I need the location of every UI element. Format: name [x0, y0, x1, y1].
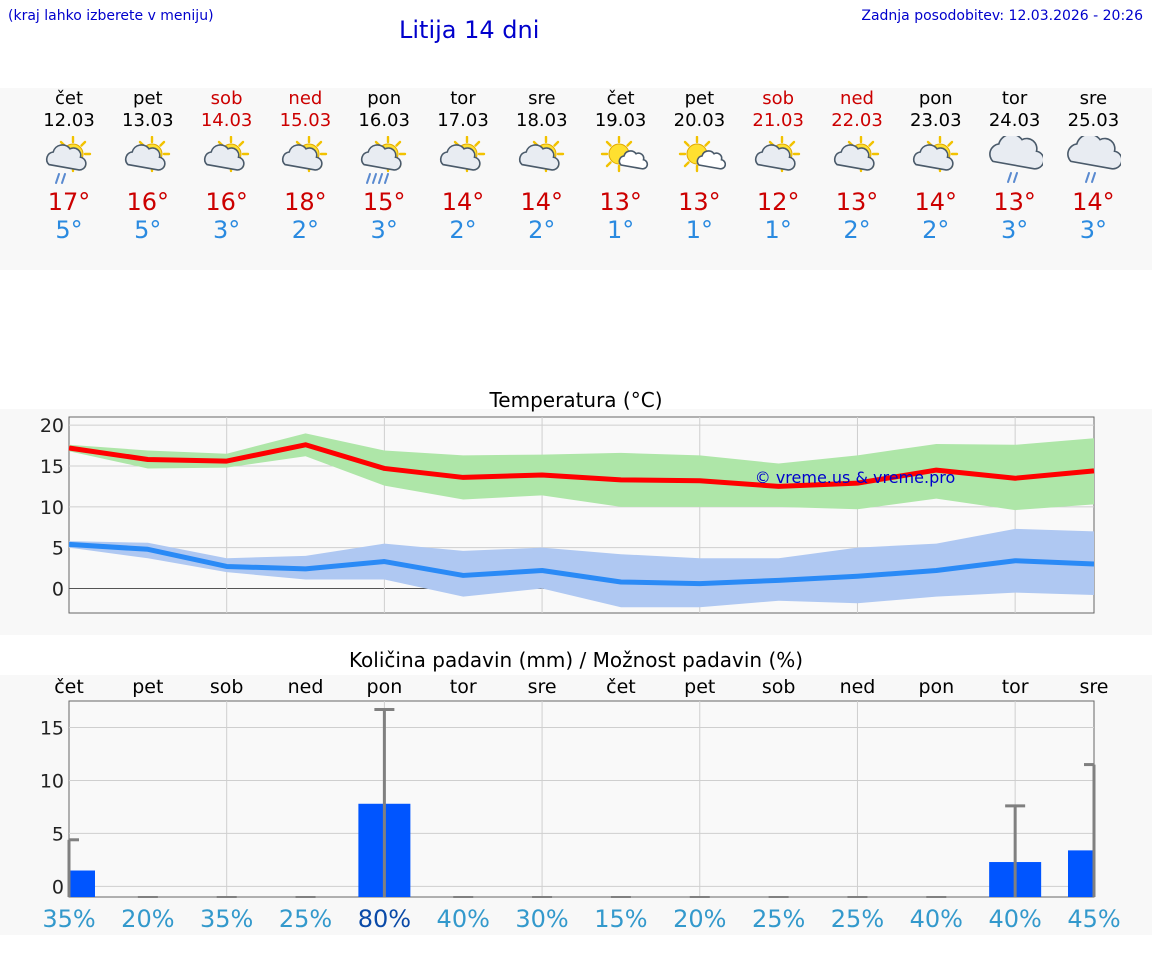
min-temperature: 2° [843, 216, 871, 244]
cloud-rain-icon [988, 136, 1043, 183]
max-temperature: 12° [756, 188, 800, 216]
sun-cloud-icon [912, 136, 958, 173]
day-name: čet [54, 88, 84, 109]
sun-cloud-icon [518, 136, 564, 173]
day-name: sre [1079, 88, 1108, 109]
forecast-band [0, 88, 1152, 270]
page-title: Litija 14 dni [399, 16, 540, 44]
day-name: sob [210, 88, 243, 109]
day-name: pet [133, 88, 163, 109]
cloud-rain-icon [1067, 136, 1122, 183]
day-forecast: tor 17.03 14° 2° [423, 88, 503, 244]
day-forecast: čet 19.03 13° 1° [581, 88, 661, 244]
sun-cloud-icon [439, 136, 486, 173]
day-date: 17.03 [437, 110, 489, 131]
min-temperature: 2° [528, 216, 556, 244]
day-date: 19.03 [594, 110, 647, 131]
min-temperature: 3° [1000, 216, 1029, 244]
min-temperature: 1° [606, 216, 635, 244]
day-name: sre [528, 88, 556, 109]
day-name: pon [918, 88, 953, 109]
max-temperature: 16° [205, 188, 248, 216]
day-forecast: sre 18.03 14° 2° [502, 88, 582, 244]
day-forecast: ned 22.03 13° 2° [817, 88, 897, 244]
day-date: 22.03 [831, 110, 883, 131]
min-temperature: 2° [291, 216, 320, 244]
day-date: 23.03 [910, 110, 962, 131]
min-temperature: 3° [370, 216, 398, 244]
day-forecast: pon 23.03 14° 2° [896, 88, 976, 244]
min-temperature: 5° [55, 216, 83, 244]
max-temperature: 13° [835, 188, 879, 216]
day-date: 13.03 [122, 110, 174, 131]
day-forecast: pet 20.03 13° 1° [659, 88, 739, 244]
day-date: 24.03 [988, 110, 1041, 131]
day-date: 20.03 [673, 110, 726, 131]
day-name: ned [840, 88, 874, 109]
day-forecast: tor 24.03 13° 3° [975, 88, 1055, 244]
day-name: tor [450, 88, 476, 109]
day-name: pon [367, 88, 402, 109]
max-temperature: 15° [362, 188, 406, 216]
last-update: Zadnja posodobitev: 12.03.2026 - 20:26 [861, 8, 1143, 24]
sun-cloud-icon [282, 136, 328, 173]
min-temperature: 1° [685, 216, 714, 244]
sun-small-cloud-icon [679, 136, 727, 173]
sun-cloud-icon [755, 136, 801, 173]
min-temperature: 3° [1079, 216, 1108, 244]
max-temperature: 14° [1072, 188, 1115, 216]
max-temperature: 17° [47, 188, 91, 216]
day-forecast: sob 21.03 12° 1° [738, 88, 818, 244]
menu-note: (kraj lahko izberete v meniju) [8, 8, 214, 24]
day-forecast: sre 25.03 14° 3° [1053, 88, 1133, 244]
day-forecast: pon 16.03 15° 3° [344, 88, 424, 244]
precip-band [0, 675, 1152, 935]
day-name: sob [762, 88, 795, 109]
max-temperature: 13° [599, 188, 642, 216]
max-temperature: 14° [914, 188, 958, 216]
day-name: pet [684, 88, 715, 109]
sun-cloud-icon [124, 136, 170, 173]
sun-cloud-icon [203, 136, 249, 173]
temperature-chart-title: Temperatura (°C) [489, 388, 663, 412]
day-date: 15.03 [279, 110, 332, 131]
max-temperature: 14° [441, 188, 485, 216]
temperature-band [0, 409, 1152, 635]
sun-cloud-rain-icon [45, 136, 92, 184]
max-temperature: 13° [678, 188, 721, 216]
day-date: 12.03 [43, 110, 95, 131]
day-name: tor [1001, 88, 1028, 109]
max-temperature: 18° [284, 188, 327, 216]
min-temperature: 3° [212, 216, 241, 244]
day-name: ned [288, 88, 323, 109]
sun-cloud-heavy-rain-icon [361, 136, 407, 184]
day-date: 25.03 [1067, 110, 1120, 131]
day-date: 14.03 [200, 110, 253, 131]
max-temperature: 14° [520, 188, 564, 216]
max-temperature: 16° [126, 188, 170, 216]
day-date: 16.03 [358, 110, 410, 131]
min-temperature: 2° [449, 216, 477, 244]
day-forecast: ned 15.03 18° 2° [265, 88, 345, 244]
day-forecast: pet 13.03 16° 5° [108, 88, 188, 244]
min-temperature: 2° [922, 216, 950, 244]
min-temperature: 1° [764, 216, 792, 244]
day-forecast: sob 14.03 16° 3° [187, 88, 267, 244]
sun-small-cloud-icon [600, 136, 648, 173]
day-forecast: čet 12.03 17° 5° [29, 88, 109, 244]
max-temperature: 13° [993, 188, 1036, 216]
day-date: 21.03 [752, 110, 804, 131]
sun-cloud-icon [833, 136, 880, 173]
day-date: 18.03 [516, 110, 568, 131]
min-temperature: 5° [134, 216, 162, 244]
day-name: čet [606, 88, 635, 109]
precip-chart-title: Količina padavin (mm) / Možnost padavin … [348, 648, 804, 672]
